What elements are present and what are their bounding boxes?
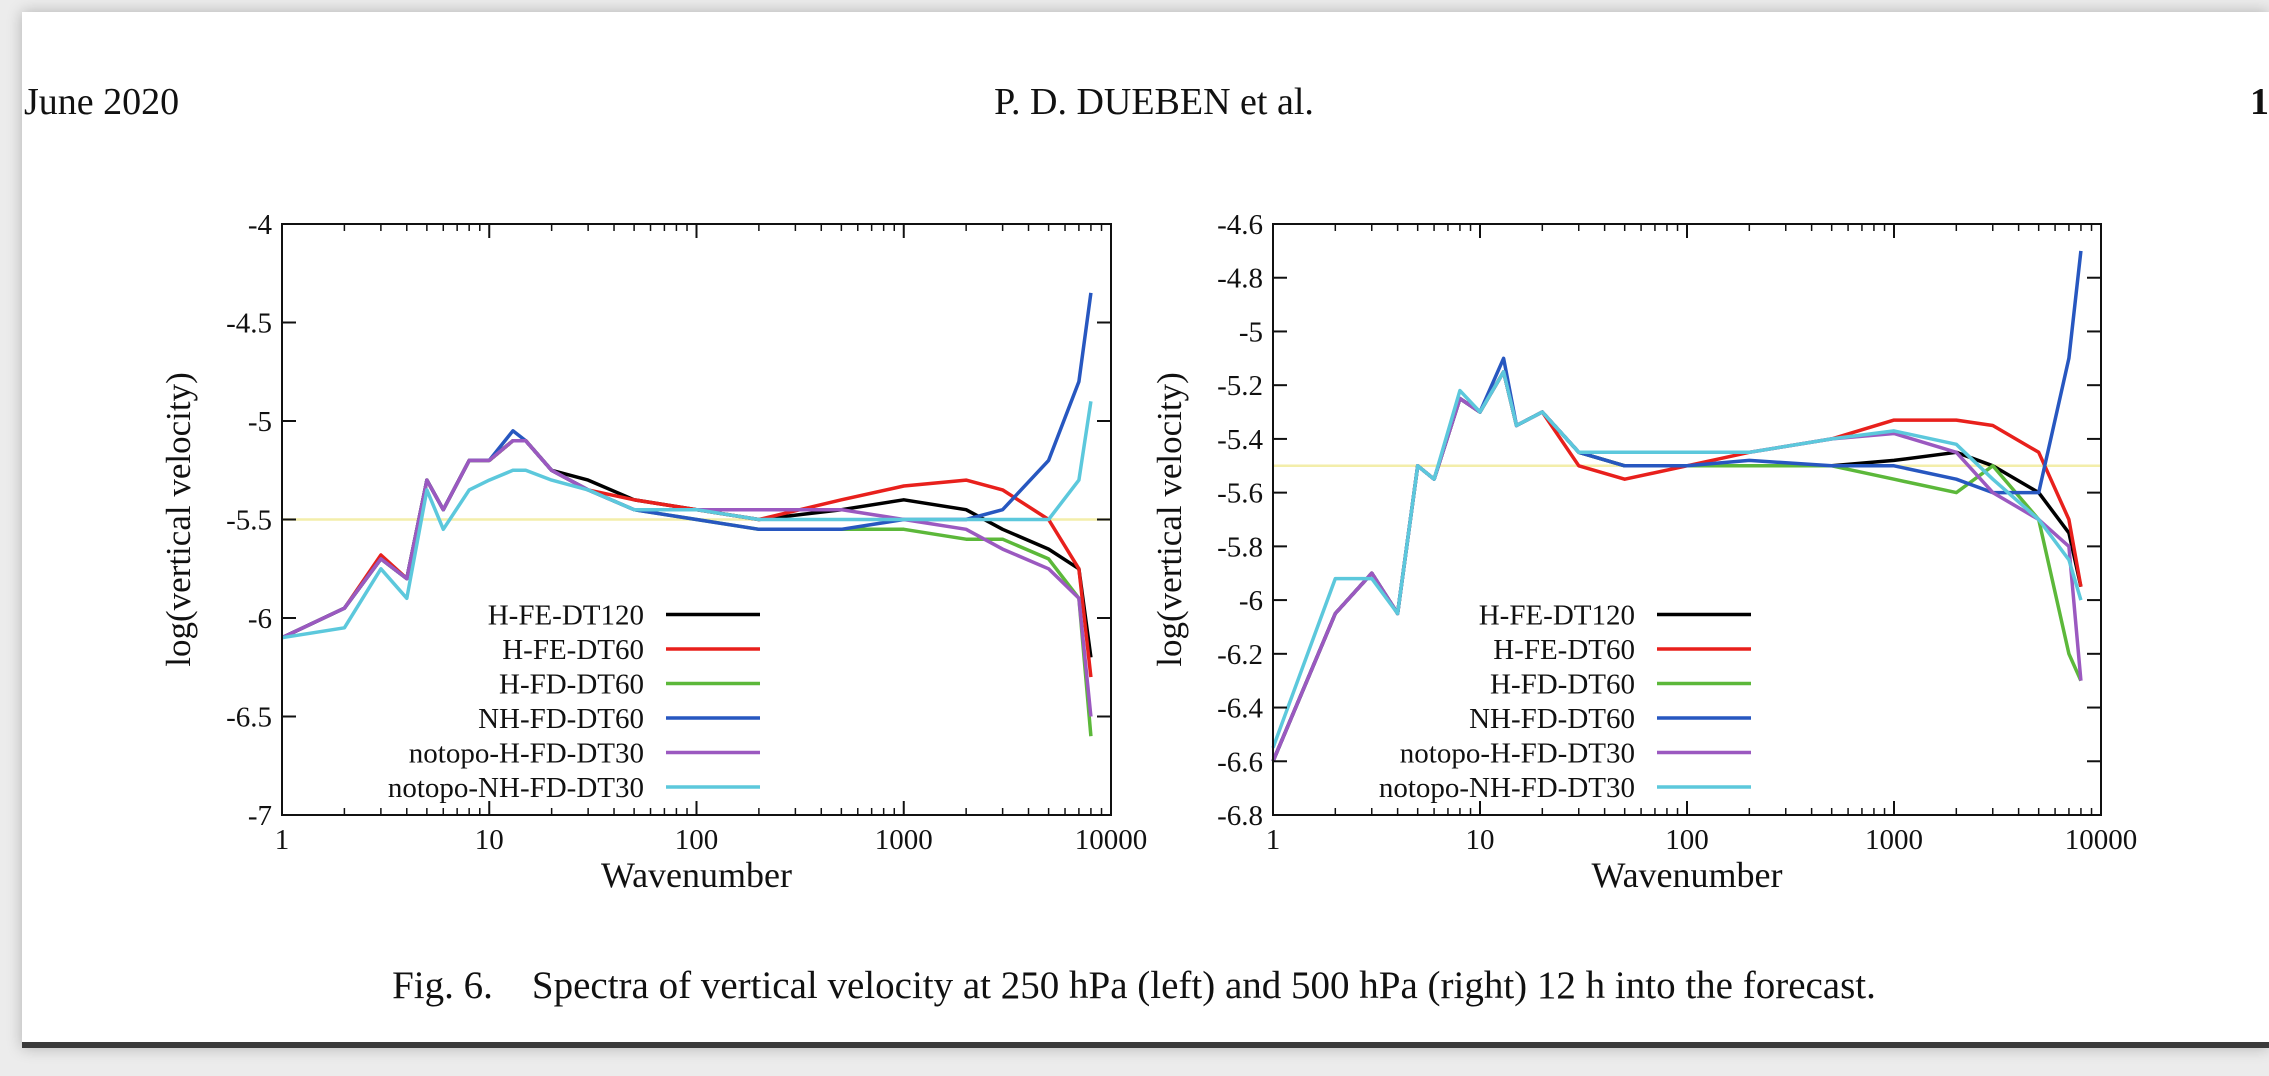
series-line	[1271, 370, 2083, 762]
series-line	[1271, 370, 2083, 762]
y-tick-label: -6.4	[1217, 693, 1263, 725]
legend-label: H-FE-DT60	[502, 634, 644, 666]
y-tick-label: -4.6	[1217, 209, 1263, 241]
y-tick-label: -6.2	[1217, 639, 1263, 671]
y-tick-label: -6	[1239, 585, 1263, 617]
y-tick-label: -5	[1239, 316, 1263, 348]
x-axis-label: Wavenumber	[601, 855, 792, 895]
y-tick-label: -5.2	[1217, 370, 1263, 402]
legend-label: H-FE-DT60	[1493, 634, 1635, 666]
x-tick-label: 100	[1665, 824, 1709, 856]
x-tick-label: 10	[475, 824, 504, 856]
series-line	[1271, 370, 2083, 749]
legend-label: NH-FD-DT60	[1469, 703, 1635, 735]
header-authors: P. D. DUEBEN et al.	[994, 81, 1314, 123]
series-line	[281, 401, 1093, 640]
y-tick-label: -4.8	[1217, 263, 1263, 295]
y-tick-label: -6.6	[1217, 746, 1263, 778]
legend-label: H-FD-DT60	[499, 669, 644, 701]
y-tick-label: -5.4	[1217, 424, 1263, 456]
x-tick-label: 1	[275, 824, 290, 856]
y-tick-label: -6	[248, 603, 272, 635]
series-line	[281, 292, 1093, 640]
y-tick-label: -5.6	[1217, 478, 1263, 510]
y-tick-label: -4.5	[226, 308, 272, 340]
paper-page	[22, 12, 2269, 1048]
x-tick-label: 10	[1466, 824, 1495, 856]
y-tick-label: -5	[248, 406, 272, 438]
x-tick-label: 1000	[875, 824, 933, 856]
legend-label: notopo-H-FD-DT30	[1400, 738, 1635, 770]
series-line	[281, 438, 1093, 658]
x-tick-label: 10000	[1075, 824, 1148, 856]
x-tick-label: 1	[1266, 824, 1281, 856]
y-axis-label: log(vertical velocity)	[1150, 372, 1189, 666]
x-axis-label: Wavenumber	[1591, 855, 1782, 895]
legend-label: notopo-NH-FD-DT30	[388, 772, 644, 804]
header-date: June 2020	[24, 81, 179, 123]
legend-label: NH-FD-DT60	[478, 703, 644, 735]
plot-frame	[1272, 223, 2102, 816]
legend-label: H-FD-DT60	[1490, 669, 1635, 701]
y-tick-label: -4	[248, 209, 273, 241]
y-tick-label: -6.8	[1217, 800, 1263, 832]
legend-label: H-FE-DT120	[488, 600, 644, 632]
series-line	[1271, 370, 2083, 762]
series-line	[281, 438, 1093, 737]
series-line	[1271, 370, 2083, 762]
y-tick-label: -7	[248, 800, 272, 832]
legend-label: notopo-H-FD-DT30	[409, 738, 644, 770]
x-tick-label: 1000	[1865, 824, 1923, 856]
figure-caption: Fig. 6. Spectra of vertical velocity at …	[392, 964, 1876, 1007]
y-axis-label: log(vertical velocity)	[159, 372, 198, 666]
page-number: 1	[2250, 81, 2269, 123]
series-line	[281, 438, 1093, 717]
x-tick-label: 100	[675, 824, 719, 856]
x-tick-label: 10000	[2065, 824, 2138, 856]
series-line	[281, 438, 1093, 678]
y-tick-label: -5.5	[226, 505, 272, 537]
y-tick-label: -5.8	[1217, 531, 1263, 563]
y-tick-label: -6.5	[226, 702, 272, 734]
legend-label: notopo-NH-FD-DT30	[1379, 772, 1635, 804]
legend-label: H-FE-DT120	[1479, 600, 1635, 632]
